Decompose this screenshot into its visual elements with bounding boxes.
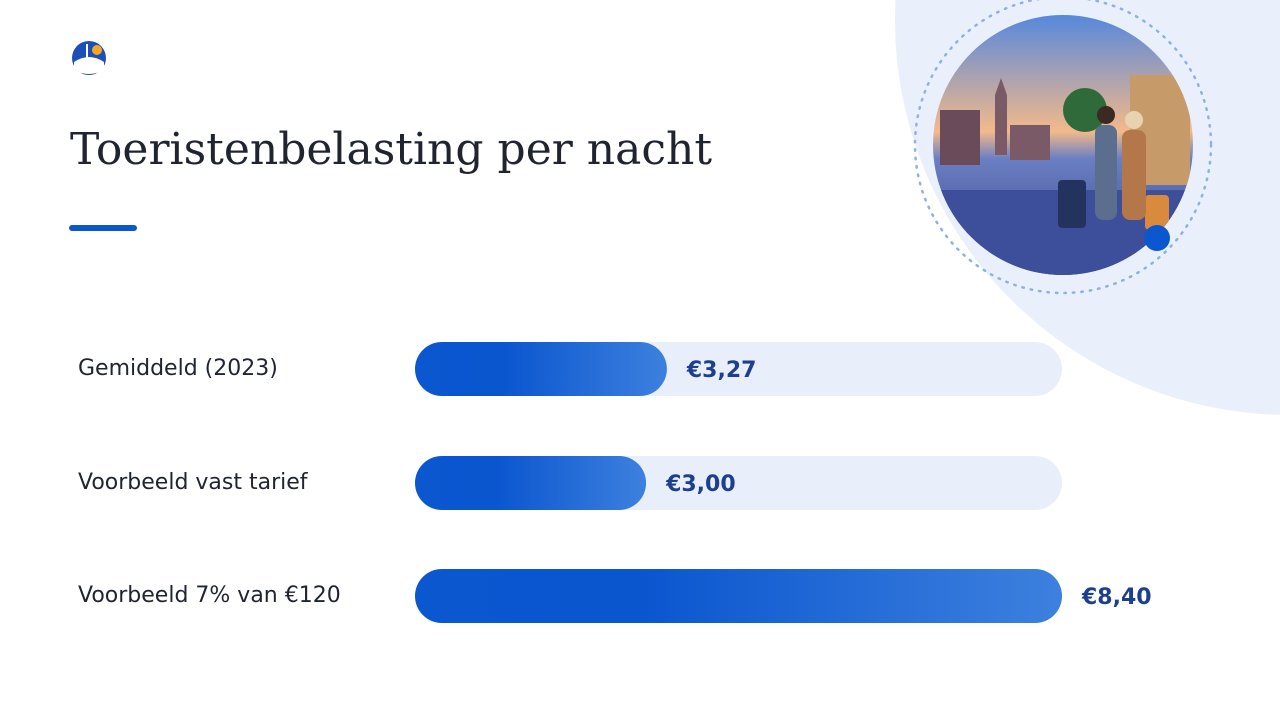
value-label: €3,00 — [665, 472, 736, 497]
category-label: Voorbeeld 7% van €120 — [78, 583, 341, 608]
bar — [415, 569, 1062, 623]
bar — [415, 342, 667, 396]
chart-title: Toeristenbelasting per nacht — [70, 124, 712, 175]
value-label: €3,27 — [686, 358, 757, 383]
bar — [415, 456, 647, 510]
value-label: €8,40 — [1081, 585, 1152, 610]
logo — [72, 41, 106, 75]
dotted-ring — [913, 0, 1213, 295]
title-underline — [69, 225, 137, 231]
accent-dot — [1144, 225, 1170, 251]
category-label: Gemiddeld (2023) — [78, 356, 278, 381]
category-label: Voorbeeld vast tarief — [78, 470, 309, 495]
